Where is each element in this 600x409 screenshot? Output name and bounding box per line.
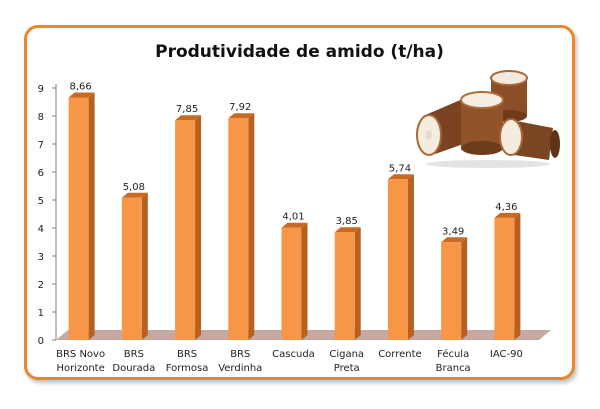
cassava-root-middle: [460, 91, 504, 155]
data-label: 8,66: [69, 82, 91, 93]
data-label: 5,74: [389, 163, 411, 174]
x-tick-label: Formosa: [166, 363, 209, 374]
bar-top: [441, 237, 468, 243]
bar: [387, 174, 414, 340]
bar-side: [407, 174, 414, 340]
x-tick-label: Horizonte: [56, 363, 104, 374]
bar: [494, 212, 521, 340]
bar-top: [387, 174, 414, 180]
bar: [228, 113, 255, 341]
bar: [334, 227, 361, 340]
bar-top: [494, 212, 521, 218]
x-tick-label: IAC-90: [490, 349, 523, 360]
y-tick-label: 7: [38, 140, 44, 151]
cassava-image: [416, 70, 560, 168]
bar: [68, 92, 95, 341]
bar-front: [387, 179, 408, 340]
bar-top: [228, 113, 255, 119]
bar-top: [281, 222, 308, 228]
x-tick-label: Dourada: [112, 363, 155, 374]
bar-side: [141, 192, 148, 340]
bar-side: [248, 113, 255, 341]
y-tick-label: 2: [38, 280, 44, 291]
bar-front: [68, 97, 89, 341]
data-label: 7,85: [176, 104, 198, 115]
y-tick-label: 1: [38, 308, 44, 319]
y-tick-label: 8: [38, 112, 44, 123]
data-label: 3,49: [442, 226, 464, 237]
bar: [121, 192, 148, 340]
bar: [441, 237, 468, 340]
bar-front: [494, 217, 515, 340]
y-tick-label: 3: [38, 252, 44, 263]
data-label: 4,01: [282, 212, 304, 223]
x-tick-label: Branca: [436, 363, 471, 374]
y-tick-label: 0: [38, 336, 44, 347]
y-tick-label: 5: [38, 196, 44, 207]
data-label: 7,92: [229, 102, 251, 113]
x-tick-label: BRS: [124, 349, 144, 360]
bar-front: [281, 227, 302, 340]
x-tick-label: BRS: [177, 349, 197, 360]
data-label: 3,85: [336, 216, 358, 227]
bar: [281, 222, 308, 340]
cassava-root-right: [499, 118, 560, 160]
y-tick-label: 9: [38, 84, 44, 95]
bar-side: [88, 92, 95, 341]
bar-front: [334, 232, 355, 340]
x-tick-label: Fécula: [437, 348, 469, 360]
x-tick-label: Cigana: [329, 349, 364, 360]
bar-side: [461, 237, 468, 340]
x-tick-label: Preta: [334, 363, 360, 374]
bar-top: [121, 192, 148, 198]
bar-front: [175, 120, 196, 340]
bar-side: [301, 222, 308, 340]
bar-front: [441, 242, 462, 340]
data-label: 4,36: [495, 202, 517, 213]
bar-front: [121, 197, 142, 340]
bar: [175, 115, 202, 340]
chart-title: Produtividade de amido (t/ha): [155, 42, 444, 62]
x-tick-label: BRS Novo: [56, 349, 105, 360]
x-tick-label: Corrente: [378, 349, 422, 360]
x-tick-label: BRS: [230, 349, 250, 360]
x-tick-label: Cascuda: [272, 349, 315, 360]
bar-top: [175, 115, 202, 121]
bar-side: [195, 115, 202, 340]
y-tick-label: 4: [38, 224, 44, 235]
x-tick-label: Verdinha: [218, 363, 262, 374]
bar-side: [354, 227, 361, 340]
y-tick-label: 6: [38, 168, 44, 179]
bar-side: [514, 212, 521, 340]
bar-top: [68, 92, 95, 98]
bar-top: [334, 227, 361, 233]
bar-front: [228, 118, 249, 341]
data-label: 5,08: [123, 182, 145, 193]
